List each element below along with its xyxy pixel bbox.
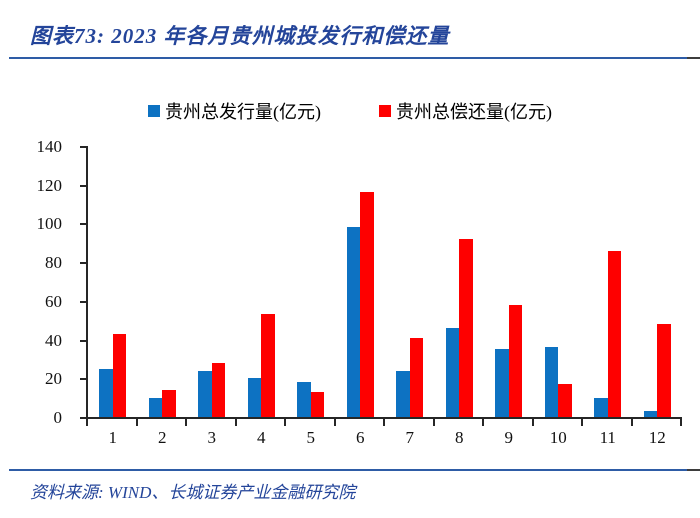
x-axis-tick-label: 12 [648, 428, 666, 447]
figure-title: 图表73: 2023 年各月贵州城投发行和偿还量 [30, 24, 450, 48]
y-axis-tick-mark [80, 417, 86, 419]
title-divider [9, 57, 687, 59]
x-axis-tick-mark [630, 419, 633, 426]
y-axis-tick-mark [80, 300, 86, 303]
bar-series1-month6 [360, 192, 374, 417]
x-axis-tick-mark [680, 419, 682, 426]
x-axis-tick-label: 4 [257, 428, 266, 447]
y-axis-tick-label: 80 [45, 253, 62, 273]
y-axis-tick-mark [80, 378, 86, 381]
y-axis-tick-label: 140 [36, 137, 63, 156]
x-axis-tick-label: 1 [108, 428, 118, 447]
bar-series1-month9 [508, 304, 523, 417]
bar-series1-month12 [657, 324, 671, 417]
legend-label: 贵州总发行量(亿元) [165, 102, 321, 122]
bar-series0-month2 [148, 397, 163, 417]
legend-swatch-icon [379, 105, 391, 117]
x-axis-tick-mark [482, 419, 484, 426]
bar-series1-month5 [310, 391, 325, 417]
x-axis-tick-mark [234, 419, 237, 426]
plot-area [86, 146, 682, 419]
x-axis-tick-mark [383, 419, 385, 426]
x-axis-tick-label: 9 [504, 428, 514, 447]
x-axis-tick-label: 3 [207, 428, 217, 447]
legend-label: 贵州总偿还量(亿元) [396, 102, 552, 122]
y-axis-tick-label: 60 [45, 291, 62, 311]
bar-series1-month2 [162, 389, 176, 417]
bar-series0-month5 [297, 382, 311, 417]
y-axis-tick-mark [80, 223, 86, 226]
x-axis-tick-label: 11 [599, 428, 616, 447]
y-axis-tick-label: 0 [53, 408, 63, 427]
bar-series1-month11 [607, 250, 622, 417]
bar-series0-month8 [445, 327, 460, 417]
bar-series0-month7 [396, 370, 410, 417]
bar-series1-month7 [409, 337, 424, 417]
x-axis-tick-label: 6 [356, 428, 365, 447]
bar-series0-month1 [99, 368, 113, 417]
bar-series0-month9 [495, 349, 509, 417]
x-axis-tick-mark [86, 419, 88, 426]
bar-series1-month10 [558, 384, 572, 417]
y-axis-tick-mark [80, 146, 86, 148]
footer-divider-end [687, 469, 700, 471]
title-divider-end [687, 57, 700, 59]
bar-series0-month3 [198, 370, 212, 417]
bar-series0-month10 [544, 347, 559, 417]
legend-swatch-icon [148, 105, 160, 117]
y-axis-tick-mark [80, 339, 86, 342]
y-axis-tick-label: 100 [36, 214, 63, 234]
x-axis-tick-mark [432, 419, 435, 426]
bar-series0-month11 [594, 397, 608, 417]
x-axis-tick-label: 10 [549, 428, 567, 447]
bar-series1-month4 [261, 314, 275, 417]
bar-series0-month6 [346, 227, 361, 417]
legend-item-0: 贵州总发行量(亿元) [148, 98, 321, 124]
legend-item-1: 贵州总偿还量(亿元) [379, 98, 552, 124]
source-note: 资料来源: WIND、长城证券产业金融研究院 [30, 483, 356, 502]
x-axis-tick-label: 7 [405, 428, 415, 447]
bar-series1-month1 [112, 333, 127, 417]
x-axis-tick-mark [333, 419, 336, 426]
y-axis-tick-mark [80, 184, 86, 187]
bar-series1-month8 [459, 238, 473, 417]
x-axis-tick-label: 5 [306, 428, 316, 447]
x-axis-tick-mark [531, 419, 534, 426]
bar-series0-month12 [643, 411, 658, 417]
x-axis-tick-label: 2 [158, 428, 167, 447]
bar-series1-month3 [211, 362, 226, 417]
x-axis-tick-label: 8 [455, 428, 464, 447]
y-axis-tick-label: 20 [45, 369, 62, 389]
x-axis-tick-mark [284, 419, 286, 426]
y-axis-tick-mark [80, 262, 86, 265]
x-axis-tick-mark [185, 419, 187, 426]
y-axis-tick-label: 120 [36, 175, 63, 195]
x-axis-tick-mark [135, 419, 138, 426]
y-axis-tick-label: 40 [45, 330, 62, 350]
footer-divider [9, 469, 687, 471]
chart-legend: 贵州总发行量(亿元) 贵州总偿还量(亿元) [0, 99, 700, 123]
bar-series0-month4 [247, 378, 262, 417]
x-axis-tick-mark [581, 419, 583, 426]
